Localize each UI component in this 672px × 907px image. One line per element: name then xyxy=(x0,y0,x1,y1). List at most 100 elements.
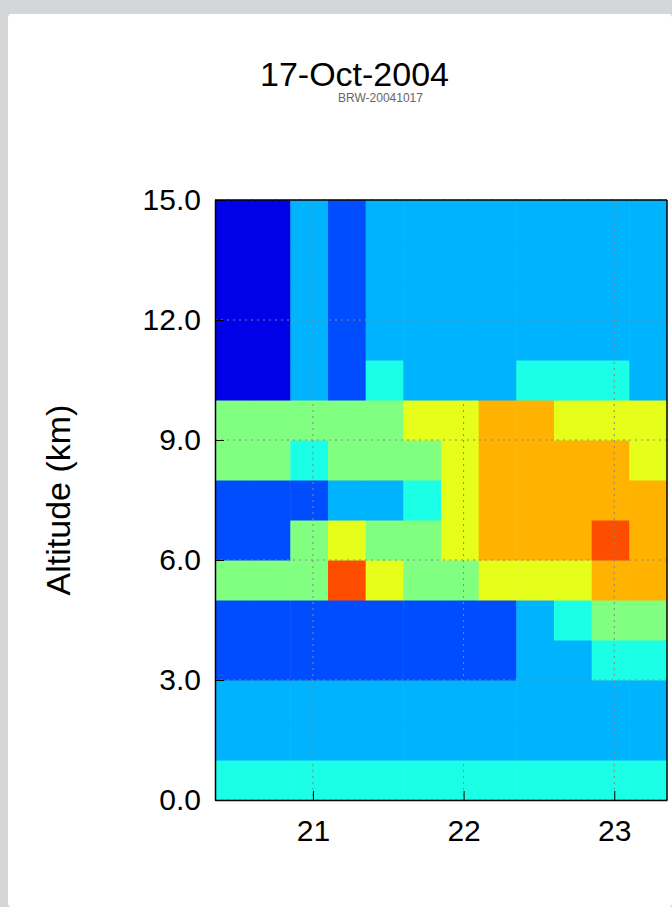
cell xyxy=(403,240,441,281)
cell xyxy=(554,240,592,281)
cell xyxy=(328,680,366,721)
cell xyxy=(215,400,253,441)
cell xyxy=(253,360,291,401)
cell xyxy=(479,360,517,401)
cell xyxy=(516,760,554,800)
cell xyxy=(592,360,630,401)
cell xyxy=(592,720,630,761)
cell xyxy=(516,720,554,761)
cell xyxy=(516,240,554,281)
y-tick-mark xyxy=(215,680,224,681)
x-tick-label: 23 xyxy=(598,814,631,847)
cell xyxy=(516,520,554,561)
x-tick: 22 xyxy=(447,791,480,847)
cell xyxy=(215,240,253,281)
cell xyxy=(253,280,291,321)
y-tick-label: 15.0 xyxy=(143,183,201,216)
cell xyxy=(516,400,554,441)
cell xyxy=(215,760,253,800)
grid-line xyxy=(215,200,667,201)
cell xyxy=(629,520,667,561)
y-tick: 0.0 xyxy=(159,783,224,816)
cell xyxy=(629,320,667,361)
y-tick: 3.0 xyxy=(159,663,224,696)
subtitle: BRW-20041017 xyxy=(338,91,423,105)
cell xyxy=(441,640,479,681)
cell xyxy=(592,600,630,641)
cell xyxy=(290,240,328,281)
x-tick: 21 xyxy=(297,791,330,847)
cell xyxy=(554,320,592,361)
cell xyxy=(629,640,667,681)
cell xyxy=(554,200,592,241)
cell xyxy=(328,200,366,241)
cell xyxy=(516,640,554,681)
cell xyxy=(629,240,667,281)
cell xyxy=(629,400,667,441)
x-tick-label: 22 xyxy=(447,814,480,847)
cell xyxy=(592,560,630,601)
cell xyxy=(479,720,517,761)
cell xyxy=(403,400,441,441)
cell xyxy=(592,680,630,721)
cell xyxy=(290,600,328,641)
frame-right xyxy=(666,200,668,800)
cell xyxy=(290,480,328,521)
cell xyxy=(479,680,517,721)
cell xyxy=(253,320,291,361)
cell xyxy=(290,280,328,321)
cell xyxy=(253,560,291,601)
cell xyxy=(403,440,441,481)
cell xyxy=(479,200,517,241)
cell xyxy=(592,280,630,321)
cell xyxy=(253,440,291,481)
cell xyxy=(441,400,479,441)
cell xyxy=(554,720,592,761)
cell xyxy=(253,240,291,281)
cell xyxy=(253,600,291,641)
cell xyxy=(479,560,517,601)
cell xyxy=(328,560,366,601)
cell xyxy=(215,440,253,481)
cell xyxy=(441,320,479,361)
cell xyxy=(366,240,404,281)
cell xyxy=(629,280,667,321)
cell xyxy=(479,760,517,800)
cell xyxy=(441,280,479,321)
y-tick-label: 9.0 xyxy=(159,423,201,456)
cell xyxy=(253,480,291,521)
cell xyxy=(441,600,479,641)
cell xyxy=(441,360,479,401)
grid-line xyxy=(215,560,667,561)
cell xyxy=(328,440,366,481)
cell xyxy=(441,520,479,561)
y-tick-mark xyxy=(215,440,224,441)
cell xyxy=(554,520,592,561)
cell xyxy=(441,240,479,281)
cell xyxy=(516,560,554,601)
cell xyxy=(215,280,253,321)
x-tick-mark xyxy=(464,791,465,800)
cell xyxy=(366,720,404,761)
cell xyxy=(441,480,479,521)
cell xyxy=(215,600,253,641)
cell xyxy=(253,640,291,681)
cell xyxy=(403,280,441,321)
grid-line xyxy=(215,320,667,321)
cell xyxy=(592,480,630,521)
x-tick-mark xyxy=(313,791,314,800)
cell xyxy=(629,760,667,800)
cell xyxy=(366,280,404,321)
cell xyxy=(328,520,366,561)
cell xyxy=(253,400,291,441)
grid-line xyxy=(463,200,464,800)
cell xyxy=(516,360,554,401)
cell xyxy=(441,720,479,761)
title: 17-Oct-2004 xyxy=(260,55,449,93)
cell xyxy=(441,440,479,481)
frame-top xyxy=(215,199,667,201)
cell xyxy=(516,200,554,241)
cell xyxy=(328,760,366,800)
grid-line xyxy=(614,200,615,800)
cell xyxy=(215,680,253,721)
